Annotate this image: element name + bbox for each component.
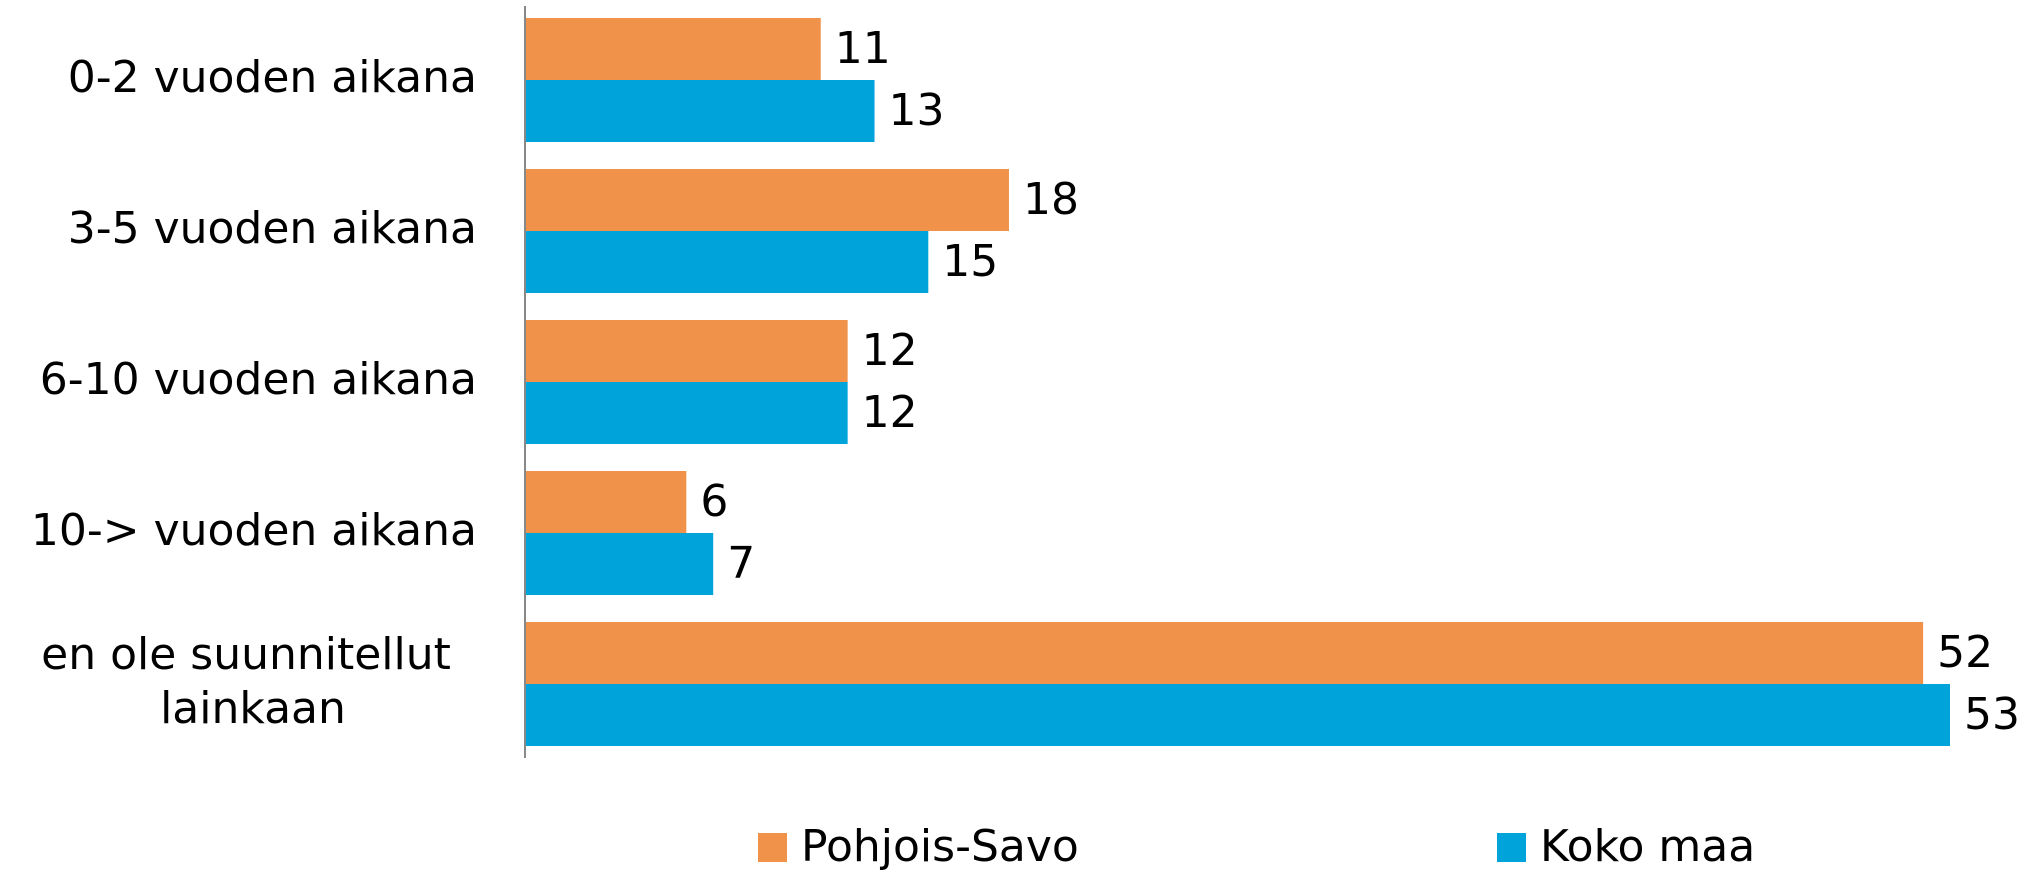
value-label: 15 [942, 236, 998, 287]
y-tick-label: 10-> vuoden aikana [31, 505, 477, 556]
y-tick-label: 6-10 vuoden aikana [40, 354, 477, 405]
value-label: 11 [835, 23, 891, 74]
bar [525, 684, 1950, 746]
y-tick-label: en ole suunnitellut lainkaan [41, 629, 465, 734]
value-label: 12 [862, 387, 918, 438]
bar [525, 622, 1924, 684]
legend-swatch [758, 833, 787, 862]
y-tick-label: 0-2 vuoden aikana [68, 52, 477, 103]
label-line: en ole suunnitellut [41, 629, 465, 680]
bar [525, 471, 687, 533]
legend-swatch [1497, 833, 1526, 862]
value-label: 7 [727, 538, 755, 589]
value-label: 12 [862, 325, 918, 376]
value-label: 53 [1964, 689, 2020, 740]
bar [525, 80, 875, 142]
legend-label: Koko maa [1540, 821, 1755, 872]
bar [525, 382, 848, 444]
value-label: 18 [1023, 174, 1079, 225]
bar [525, 320, 848, 382]
value-label: 52 [1937, 627, 1993, 678]
value-label: 13 [889, 85, 945, 136]
bar [525, 533, 714, 595]
bar [525, 231, 929, 293]
bar [525, 169, 1009, 231]
bar [525, 18, 821, 80]
value-label: 6 [700, 476, 728, 527]
legend-label: Pohjois-Savo [801, 821, 1079, 872]
label-line: lainkaan [160, 683, 346, 734]
y-tick-label: 3-5 vuoden aikana [68, 203, 477, 254]
